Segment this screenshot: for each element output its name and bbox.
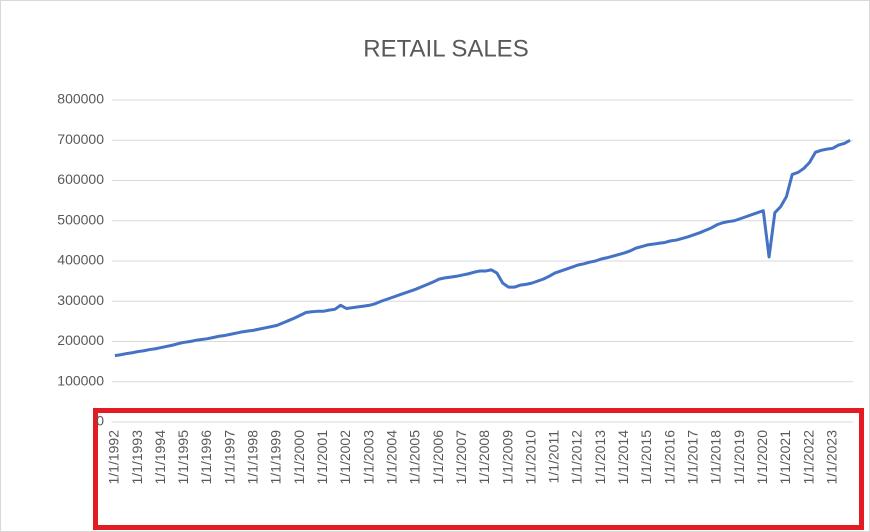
x-tick-label: 1/1/2022 <box>800 430 816 485</box>
x-tick-label: 1/1/2017 <box>685 430 701 485</box>
x-tick-label: 1/1/1994 <box>152 430 168 485</box>
x-tick-label: 1/1/2019 <box>731 430 747 485</box>
x-tick-label: 1/1/1998 <box>245 430 261 485</box>
x-tick-label: 1/1/1999 <box>268 430 284 485</box>
x-tick-label: 1/1/2006 <box>430 430 446 485</box>
x-tick-label: 1/1/2018 <box>708 430 724 485</box>
x-tick-label: 1/1/2008 <box>476 430 492 485</box>
highlight-box <box>93 408 864 530</box>
y-tick-label: 400000 <box>57 252 104 268</box>
x-tick-label: 1/1/1997 <box>221 430 237 485</box>
x-tick-label: 1/1/2012 <box>569 430 585 485</box>
x-labels: 1/1/1992 1/1/1993 1/1/1994 1/1/1995 1/1/1996… <box>106 430 840 485</box>
x-tick-label: 1/1/2005 <box>407 430 423 485</box>
y-tick-label: 200000 <box>57 332 104 348</box>
y-tick-label: 300000 <box>57 292 104 308</box>
x-tick-label: 1/1/2021 <box>777 430 793 485</box>
x-tick-label: 1/1/2003 <box>360 430 376 485</box>
sales-line <box>114 138 851 358</box>
chart-title: RETAIL SALES <box>363 35 528 62</box>
x-tick-label: 1/1/1992 <box>106 430 122 485</box>
x-tick-label: 1/1/2016 <box>661 430 677 485</box>
y-tick-label: 100000 <box>57 372 104 388</box>
y-tick-label: 800000 <box>57 91 104 107</box>
x-tick-label: 1/1/2014 <box>615 430 631 485</box>
y-tick-label: 500000 <box>57 211 104 227</box>
x-tick-label: 1/1/1996 <box>198 430 214 485</box>
x-tick-label: 1/1/2002 <box>337 430 353 485</box>
x-tick-label: 1/1/2001 <box>314 430 330 485</box>
x-tick-label: 1/1/1993 <box>129 430 145 485</box>
y-tick-label: 0 <box>96 413 104 429</box>
x-tick-label: 1/1/2007 <box>453 430 469 485</box>
x-tick-label: 1/1/2011 <box>546 430 562 484</box>
y-tick-label: 600000 <box>57 171 104 187</box>
x-tick-label: 1/1/2010 <box>522 430 538 485</box>
x-tick-label: 1/1/2000 <box>291 430 307 485</box>
x-tick-label: 1/1/2013 <box>592 430 608 485</box>
x-tick-label: 1/1/1995 <box>175 430 191 485</box>
x-tick-label: 1/1/2020 <box>754 430 770 485</box>
x-tick-label: 1/1/2015 <box>638 430 654 485</box>
x-tick-label: 1/1/2004 <box>383 430 399 485</box>
x-tick-label: 1/1/2023 <box>823 430 839 485</box>
x-tick-label: 1/1/2009 <box>499 430 515 485</box>
y-tick-label: 700000 <box>57 131 104 147</box>
